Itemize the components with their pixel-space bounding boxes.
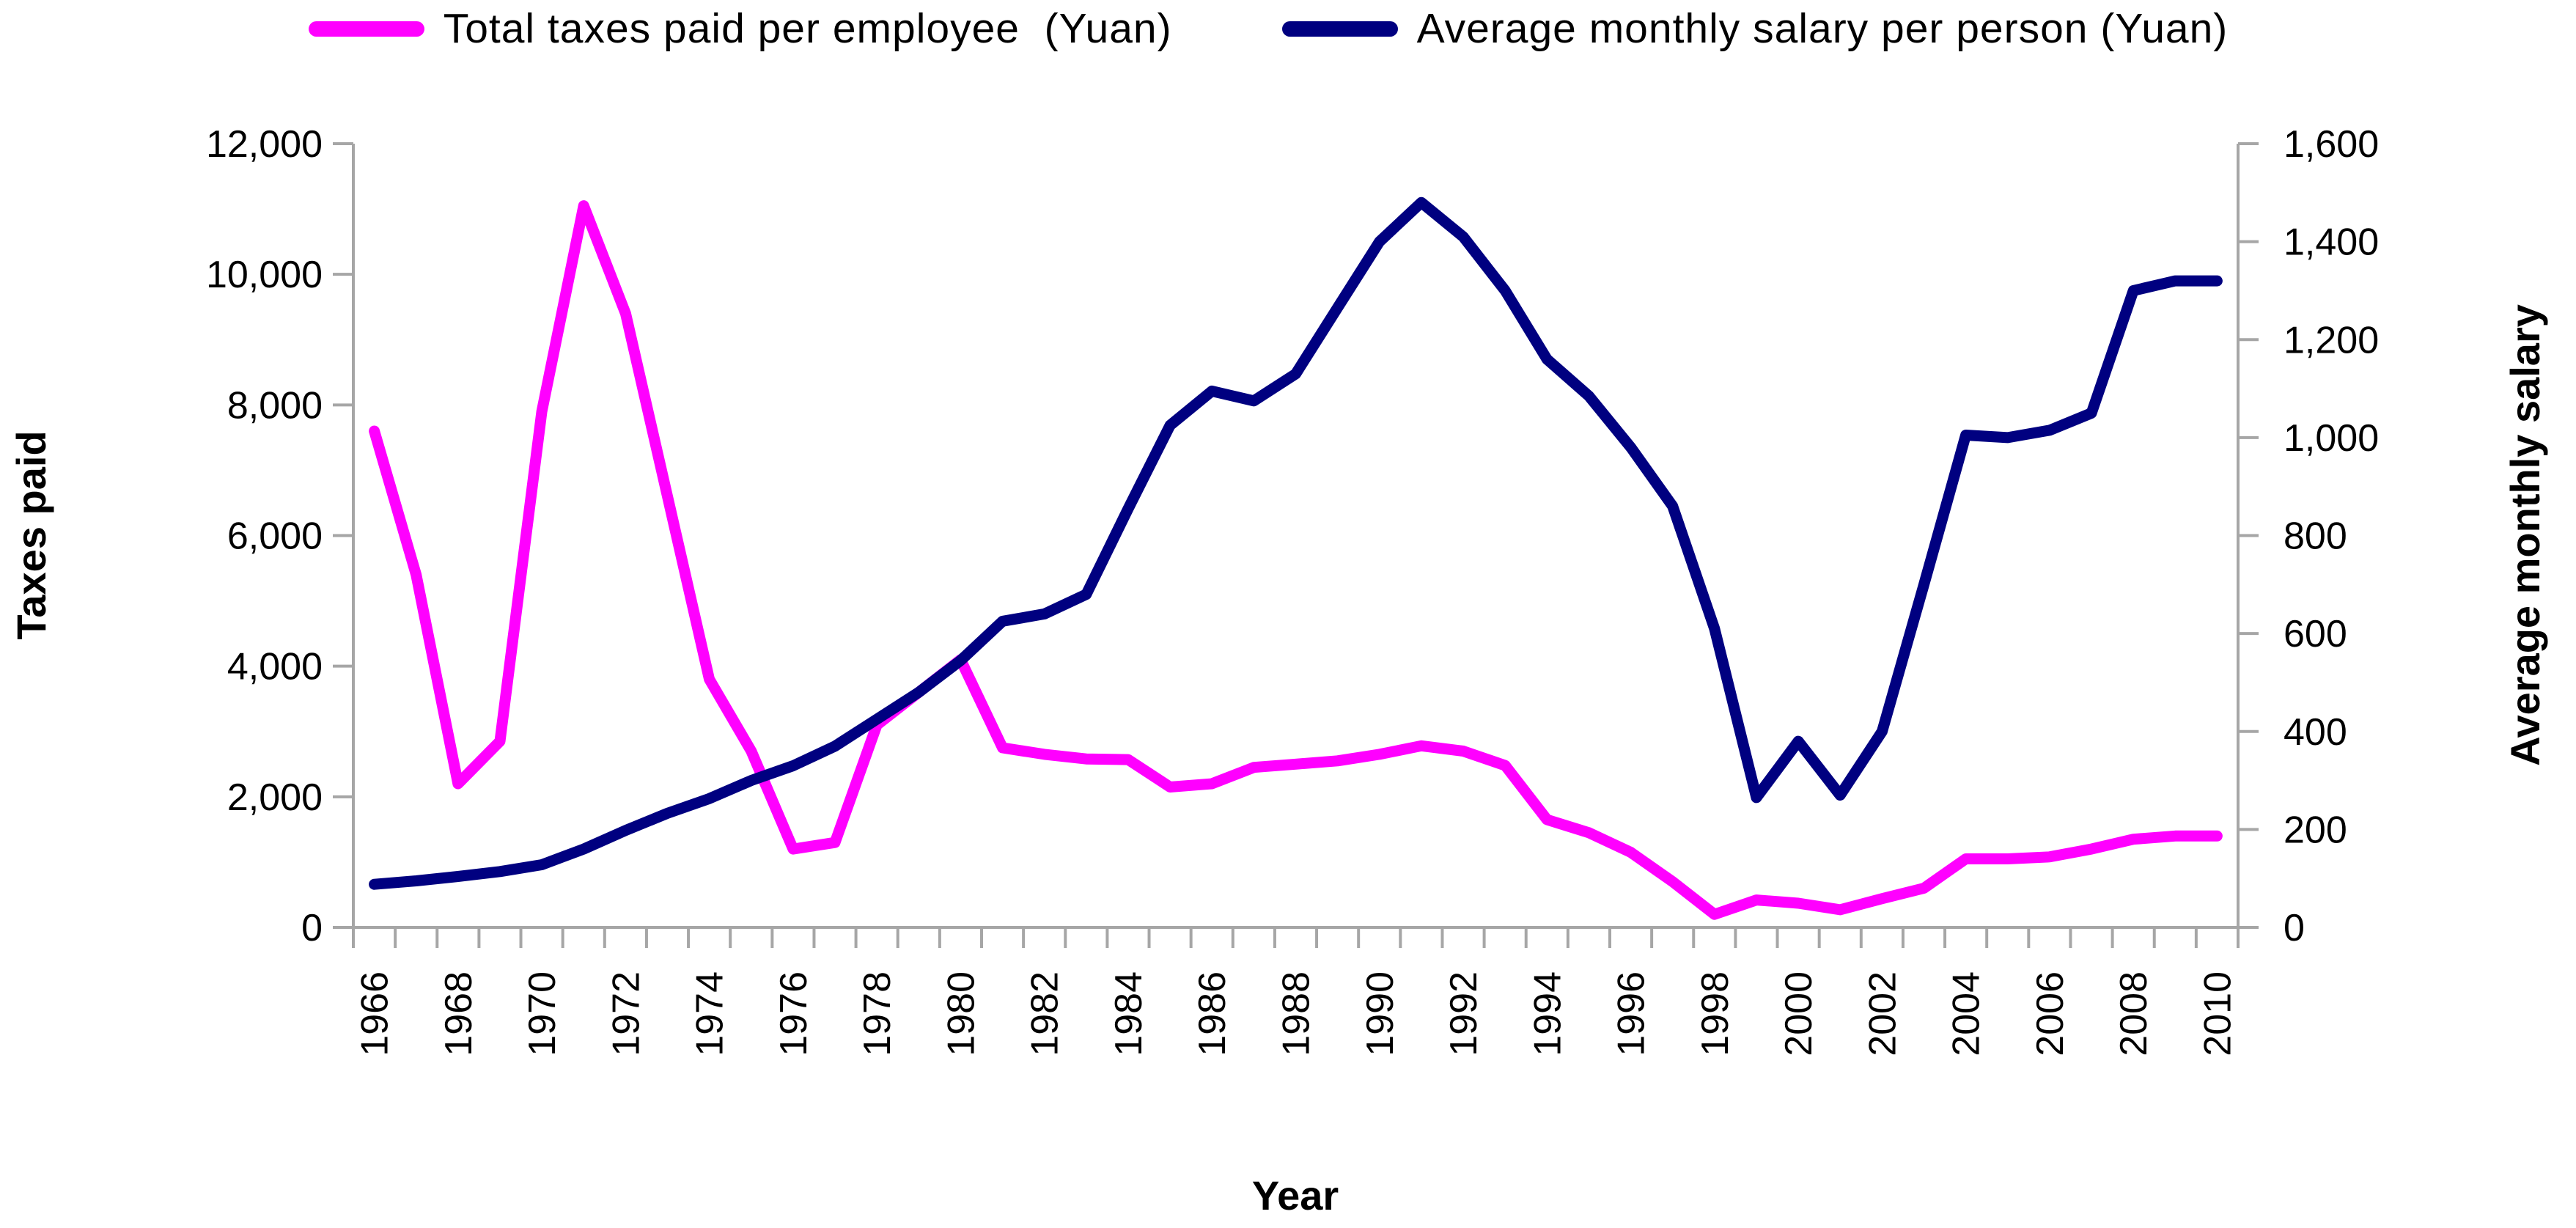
left-axis-title: Taxes paid bbox=[8, 430, 54, 639]
x-axis-year-label: 1968 bbox=[438, 971, 480, 1056]
taxes-line-swatch bbox=[308, 21, 424, 37]
x-axis-year-label: 2008 bbox=[2113, 971, 2155, 1056]
right-axis-tick-label: 200 bbox=[2284, 809, 2347, 851]
right-axis-tick-label: 1,000 bbox=[2284, 417, 2379, 460]
salary-line-swatch bbox=[1281, 21, 1398, 37]
x-axis-year-label: 1966 bbox=[354, 971, 397, 1056]
left-axis-tick-label: 4,000 bbox=[227, 646, 323, 688]
x-axis-year-label: 2004 bbox=[1946, 971, 1988, 1056]
x-axis-year-label: 2010 bbox=[2196, 971, 2239, 1056]
x-axis-year-label: 1978 bbox=[856, 971, 899, 1056]
x-axis-title: Year bbox=[1252, 1172, 1339, 1218]
x-axis-year-label: 1984 bbox=[1108, 971, 1150, 1056]
x-axis-year-label: 1988 bbox=[1276, 971, 1318, 1056]
right-axis-tick-label: 1,200 bbox=[2284, 319, 2379, 361]
x-axis-year-label: 1976 bbox=[773, 971, 815, 1056]
right-axis-tick-label: 1,600 bbox=[2284, 123, 2379, 166]
x-axis-year-label: 1998 bbox=[1694, 971, 1737, 1056]
x-axis-year-label: 1992 bbox=[1443, 971, 1485, 1056]
right-axis-tick-label: 600 bbox=[2284, 613, 2347, 655]
right-axis-tick-label: 0 bbox=[2284, 907, 2305, 949]
left-axis-tick-label: 6,000 bbox=[227, 515, 323, 558]
x-axis-year-label: 1980 bbox=[940, 971, 982, 1056]
taxes-series-line bbox=[369, 200, 2223, 920]
x-axis-year-label: 1982 bbox=[1024, 971, 1067, 1056]
right-axis-tick-label: 800 bbox=[2284, 515, 2347, 558]
series-layer bbox=[369, 196, 2223, 920]
legend: Total taxes paid per employee (Yuan) Ave… bbox=[0, 4, 2536, 53]
left-axis-tick-label: 10,000 bbox=[206, 254, 323, 296]
x-axis-year-label: 1990 bbox=[1359, 971, 1402, 1056]
x-axis-year-label: 1996 bbox=[1611, 971, 1653, 1056]
x-axis-year-label: 1972 bbox=[605, 971, 647, 1056]
left-axis-tick-label: 2,000 bbox=[227, 776, 323, 819]
left-axis-tick-label: 12,000 bbox=[206, 123, 323, 166]
x-axis-year-label: 2000 bbox=[1778, 971, 1820, 1056]
right-axis-tick-label: 400 bbox=[2284, 711, 2347, 754]
legend-label-taxes: Total taxes paid per employee (Yuan) bbox=[443, 5, 1172, 52]
x-axis-year-label: 1970 bbox=[521, 971, 564, 1056]
axes-layer: 0 2,000 4,000 6,000 8,000 10,000 12,000 0 200 400… bbox=[206, 123, 2379, 1056]
x-axis-year-label: 2006 bbox=[2029, 971, 2072, 1056]
left-axis-tick-label: 0 bbox=[301, 907, 323, 949]
right-axis-tick-label: 1,400 bbox=[2284, 221, 2379, 264]
left-axis-tick-label: 8,000 bbox=[227, 384, 323, 427]
legend-item-taxes: Total taxes paid per employee (Yuan) bbox=[308, 4, 1172, 53]
salary-series-line bbox=[369, 196, 2223, 890]
right-axis-title: Average monthly salary bbox=[2502, 304, 2548, 766]
x-axis-year-label: 2002 bbox=[1861, 971, 1904, 1056]
x-axis-year-label: 1986 bbox=[1191, 971, 1234, 1056]
x-axis-year-label: 1994 bbox=[1526, 971, 1569, 1056]
legend-label-salary: Average monthly salary per person (Yuan) bbox=[1416, 5, 2229, 52]
legend-item-salary: Average monthly salary per person (Yuan) bbox=[1281, 4, 2229, 53]
x-axis-year-label: 1974 bbox=[689, 971, 732, 1056]
